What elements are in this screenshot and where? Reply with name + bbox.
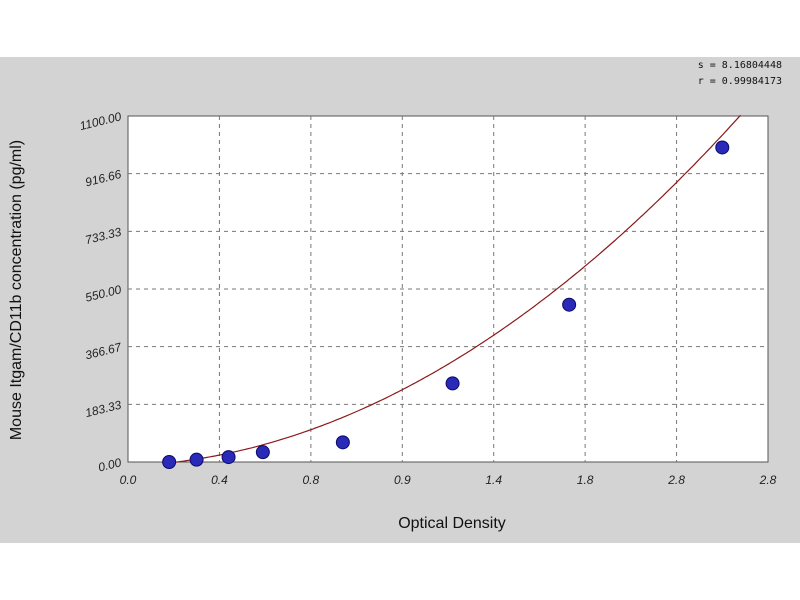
data-point xyxy=(445,376,460,391)
stat-s: s = 8.16804448 xyxy=(697,60,782,71)
data-point xyxy=(221,450,236,465)
stat-r: r = 0.99984173 xyxy=(697,76,782,87)
data-point xyxy=(255,445,270,460)
x-tick-label: 2.8 xyxy=(667,473,685,487)
data-point xyxy=(715,140,730,155)
data-point xyxy=(189,452,204,467)
y-tick-label: 366.67 xyxy=(84,340,124,363)
y-tick-label: 733.33 xyxy=(84,225,123,248)
data-points xyxy=(162,140,730,469)
fit-statistics: s = 8.16804448 r = 0.99984173 xyxy=(698,58,782,90)
x-tick-label: 1.8 xyxy=(577,473,594,487)
data-point xyxy=(562,297,577,312)
y-tick-label: 0.00 xyxy=(97,455,123,474)
x-tick-label: 0.8 xyxy=(303,473,320,487)
y-tick-label: 916.66 xyxy=(84,167,123,190)
data-point xyxy=(162,455,177,469)
x-tick-label: 0.0 xyxy=(120,473,137,487)
y-tick-labels: 0.00 183.33 366.67 550.00 733.33 916.66 1100.0… xyxy=(78,109,124,474)
x-tick-label: 2.8 xyxy=(759,473,777,487)
fit-curve xyxy=(162,114,742,464)
x-tick-label: 0.4 xyxy=(211,473,228,487)
x-axis-title: Optical Density xyxy=(398,515,506,532)
x-tick-labels: 0.0 0.4 0.8 0.9 1.4 1.8 2.8 2.8 xyxy=(120,473,777,487)
x-tick-label: 1.4 xyxy=(485,473,502,487)
y-tick-label: 550.00 xyxy=(84,282,123,305)
y-tick-label: 1100.00 xyxy=(78,109,123,133)
grid xyxy=(128,116,768,462)
y-axis-title: Mouse Itgam/CD11b concentration (pg/ml) xyxy=(8,140,25,440)
x-tick-label: 0.9 xyxy=(394,473,411,487)
data-point xyxy=(335,435,350,450)
y-tick-label: 183.33 xyxy=(84,398,123,421)
